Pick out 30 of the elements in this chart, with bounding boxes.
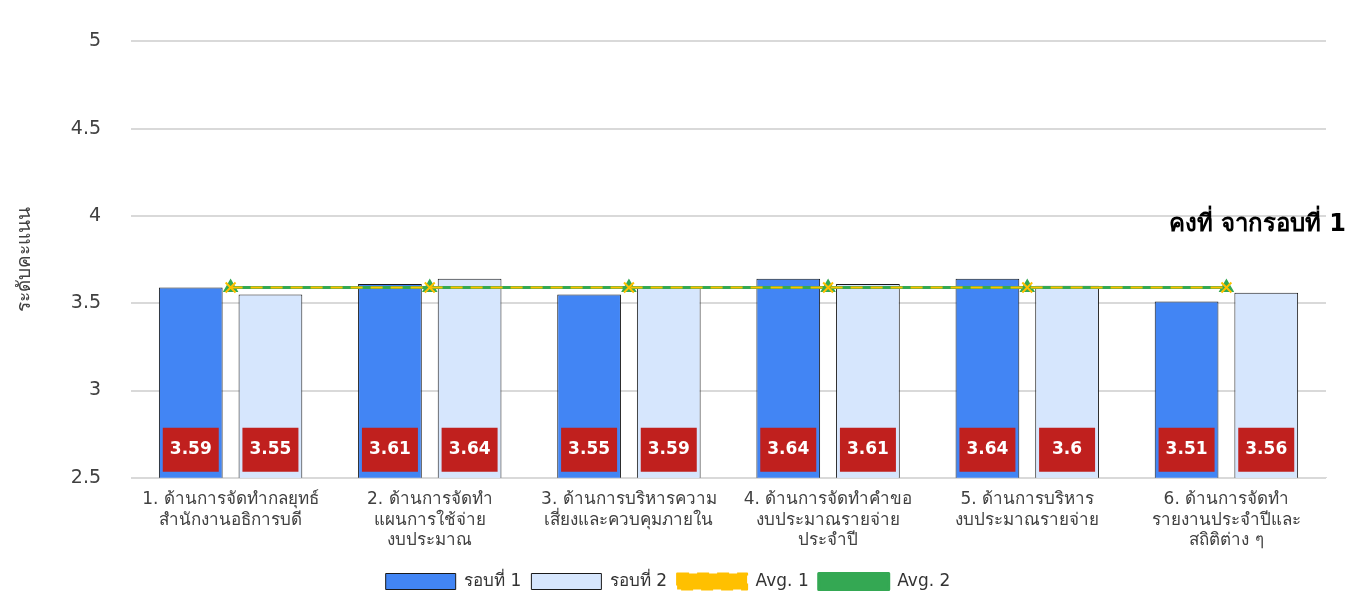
legend-label: รอบที่ 1 bbox=[464, 567, 522, 590]
y-tick-label: 3 bbox=[88, 377, 102, 400]
y-tick-label: 5 bbox=[88, 28, 102, 51]
annotation: คงที่ จากรอบที่ 1 bbox=[1168, 204, 1346, 237]
y-tick-label: 4 bbox=[88, 202, 102, 225]
data-label: 3.56 bbox=[1245, 438, 1288, 459]
data-label: 3.6 bbox=[1052, 438, 1083, 459]
data-label: 3.55 bbox=[568, 438, 611, 459]
legend-label: Avg. 2 bbox=[897, 569, 951, 590]
data-label: 3.61 bbox=[368, 438, 411, 459]
data-label: 3.55 bbox=[249, 438, 292, 459]
data-label: 3.59 bbox=[169, 438, 212, 459]
data-label: 3.64 bbox=[767, 438, 810, 459]
x-tick-label: 6. ด้านการจัดทำ รายงานประจำปีและ สถิติต่าง ๆ bbox=[1151, 488, 1301, 550]
data-label: 3.51 bbox=[1165, 438, 1208, 459]
x-tick-label: 5. ด้านการบริหาร งบประมาณรายจ่าย bbox=[955, 488, 1100, 529]
x-tick-label: 1. ด้านการจัดทำกลยุทธ์ สำนักงานอธิการบดี bbox=[142, 488, 319, 529]
y-tick-label: 4.5 bbox=[70, 115, 102, 138]
data-label: 3.61 bbox=[846, 438, 889, 459]
data-label: 3.59 bbox=[647, 438, 690, 459]
x-tick-label: 3. ด้านการบริหารความ เสี่ยงและควบคุมภายใน bbox=[541, 488, 717, 530]
y-tick-label: 2.5 bbox=[70, 464, 102, 487]
legend-label: Avg. 1 bbox=[755, 569, 809, 590]
data-label: 3.64 bbox=[966, 438, 1009, 459]
y-axis-title: ระดับคะแนน bbox=[12, 207, 35, 313]
x-tick-label: 4. ด้านการจัดทำคำขอ งบประมาณรายจ่าย ประจำปี bbox=[743, 488, 913, 550]
data-label: 3.64 bbox=[448, 438, 491, 459]
x-tick-label: 2. ด้านการจัดทำ แผนการใช้จ่าย งบประมาณ bbox=[366, 488, 493, 550]
legend-label: รอบที่ 2 bbox=[609, 567, 668, 590]
y-tick-label: 3.5 bbox=[70, 290, 102, 313]
